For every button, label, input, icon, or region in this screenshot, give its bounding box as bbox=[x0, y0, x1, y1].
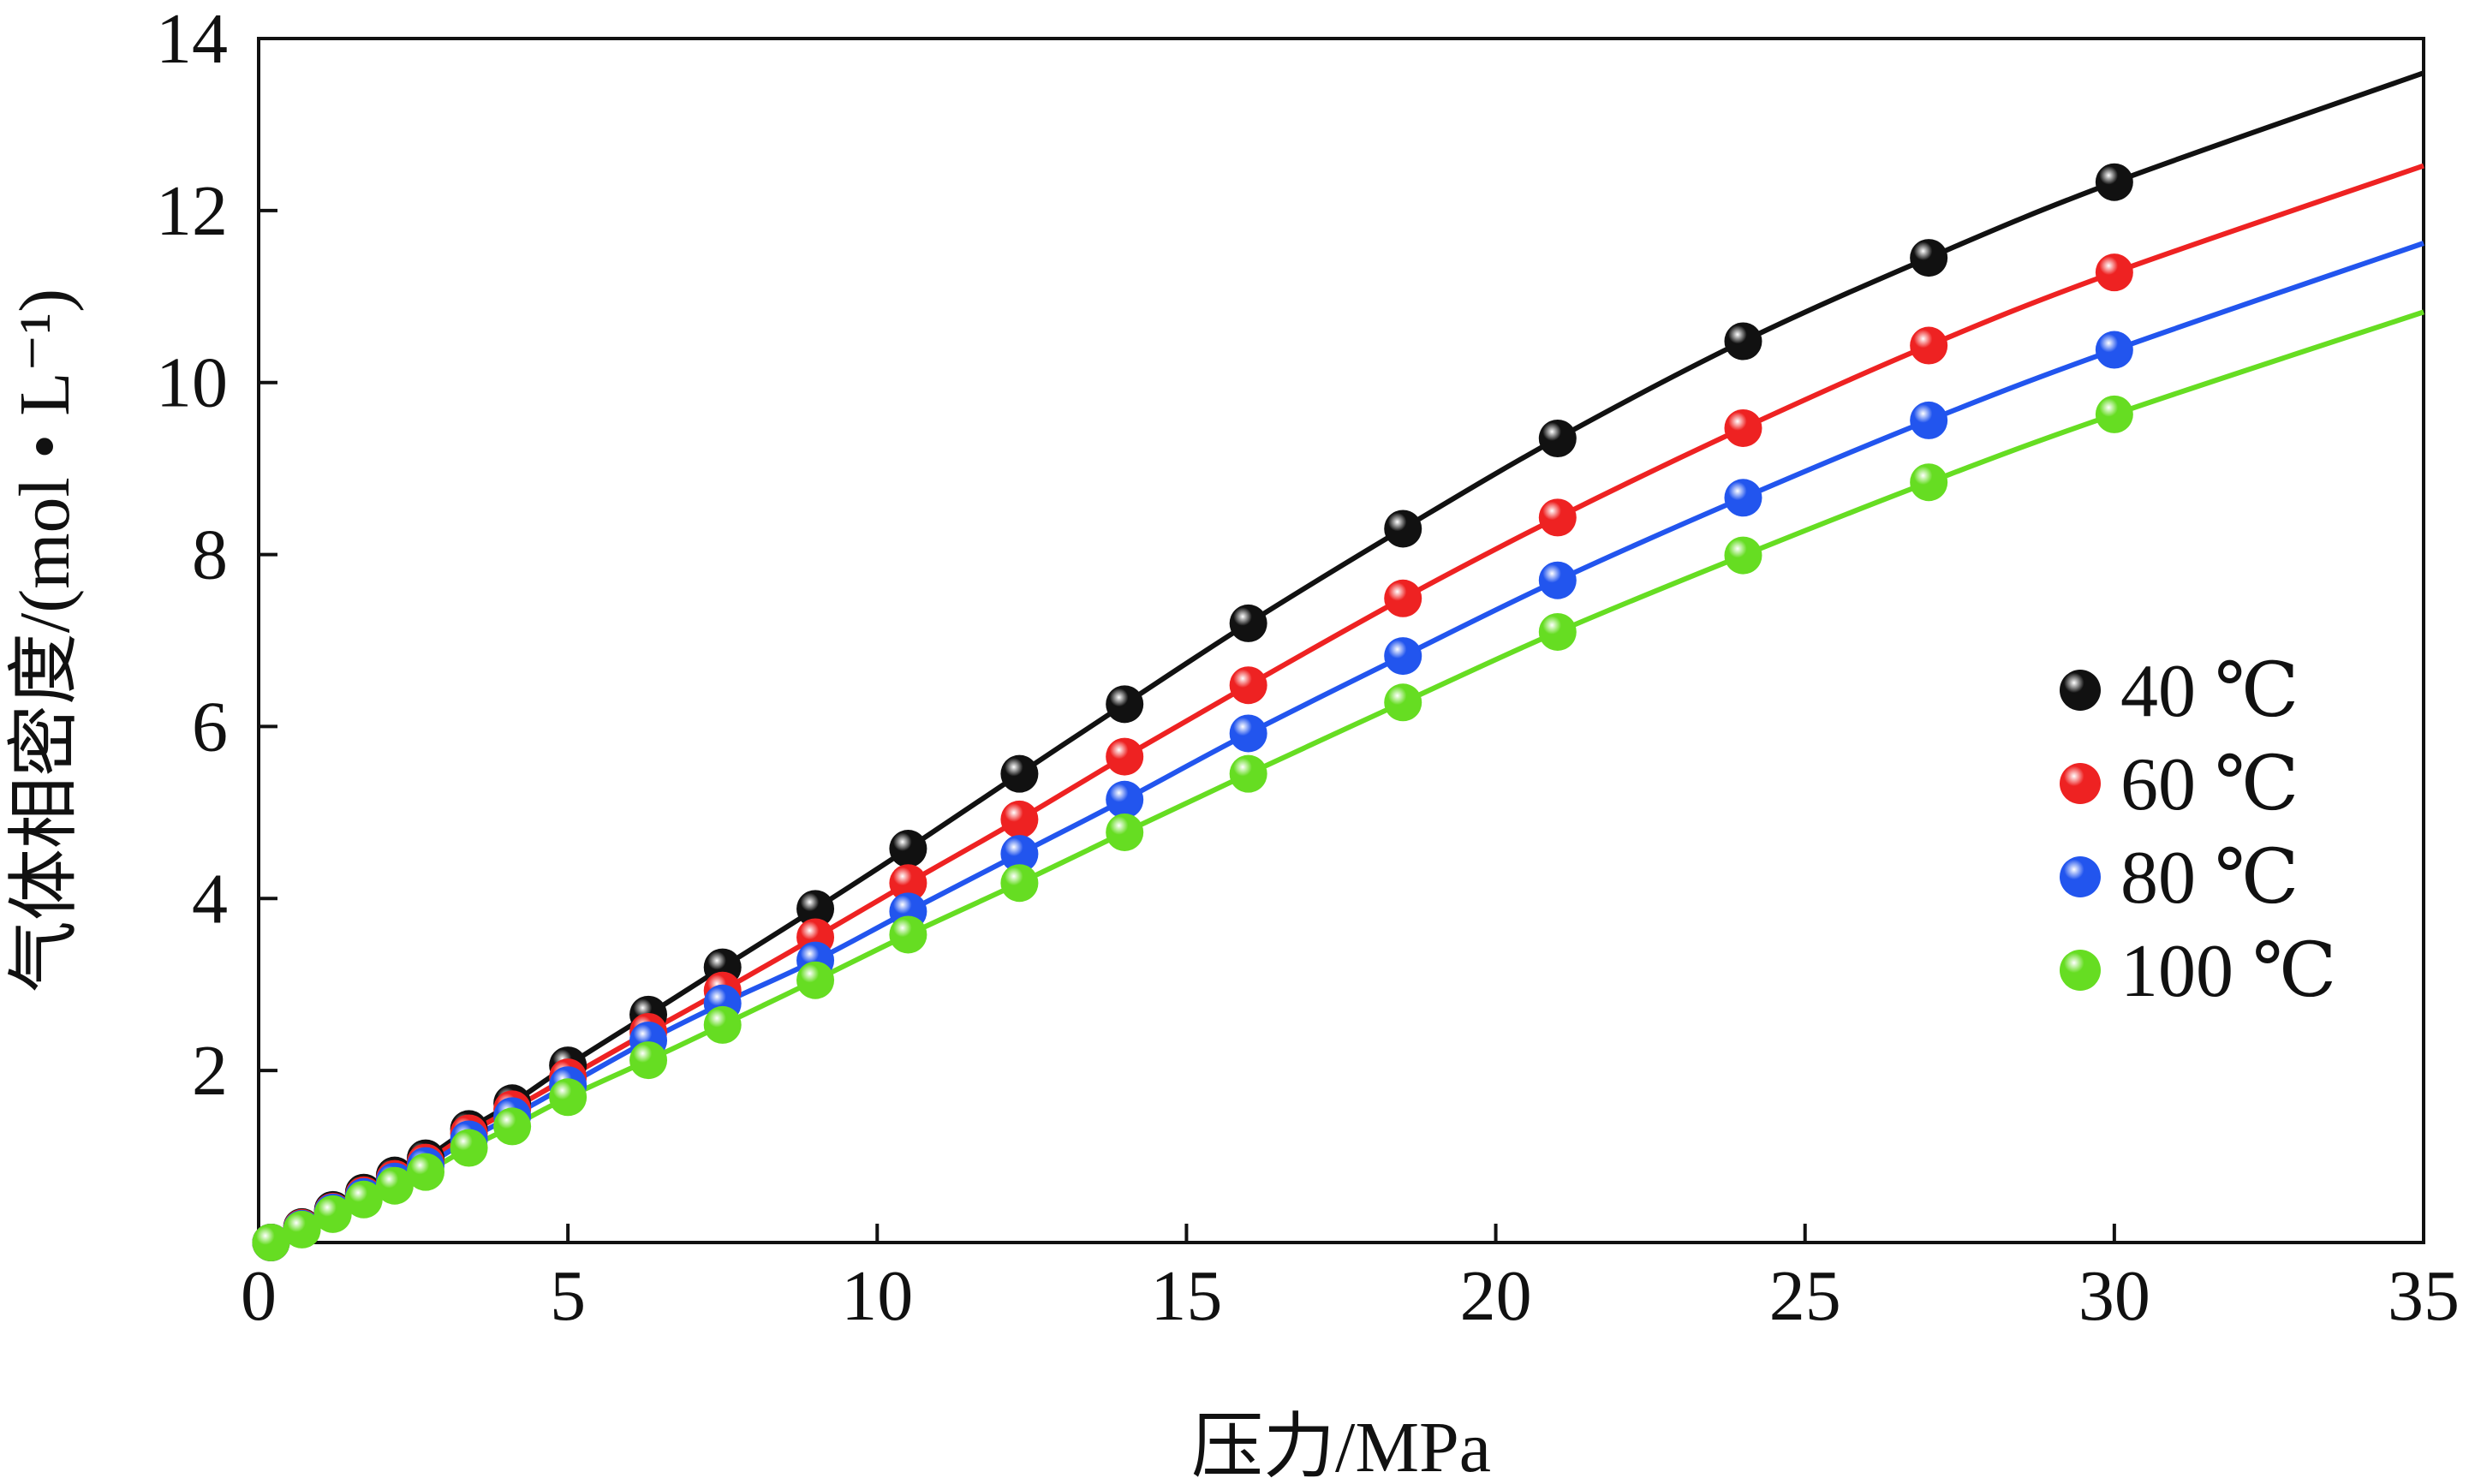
y-tick-label: 2 bbox=[192, 1031, 228, 1111]
data-point bbox=[2095, 163, 2133, 201]
x-tick-label: 35 bbox=[2388, 1256, 2460, 1336]
x-tick-label: 0 bbox=[241, 1256, 277, 1336]
y-tick-label: 8 bbox=[192, 516, 228, 595]
data-point bbox=[2095, 331, 2133, 369]
x-tick-label: 10 bbox=[841, 1256, 913, 1336]
fit-line bbox=[270, 163, 2424, 1245]
data-point bbox=[493, 1107, 532, 1146]
x-tick-label: 15 bbox=[1150, 1256, 1222, 1336]
data-point bbox=[450, 1129, 488, 1167]
plot-frame bbox=[257, 37, 2425, 1244]
y-tick-label: 10 bbox=[156, 343, 228, 423]
legend-marker bbox=[2060, 856, 2101, 897]
x-tick-label: 25 bbox=[1769, 1256, 1841, 1336]
axis-tick-labels: 0 5 10 15 20 25 30 35 2 4 6 8 10 12 14 bbox=[156, 0, 2460, 1336]
data-point bbox=[344, 1180, 383, 1219]
data-point bbox=[889, 864, 927, 903]
data-point bbox=[1229, 754, 1267, 793]
legend-label: 100 ℃ bbox=[2120, 930, 2336, 1013]
data-point bbox=[1910, 401, 1948, 439]
legend-label: 60 ℃ bbox=[2120, 743, 2299, 826]
y-tick-label: 12 bbox=[156, 171, 228, 251]
data-points bbox=[252, 163, 2133, 1261]
data-point bbox=[1106, 813, 1144, 851]
x-tick-label: 30 bbox=[2078, 1256, 2150, 1336]
data-point bbox=[1910, 326, 1948, 365]
y-axis-title: 气体相密度/(mol • L⁻¹) bbox=[5, 289, 85, 992]
data-point bbox=[796, 961, 835, 999]
data-point bbox=[2095, 395, 2133, 433]
data-point bbox=[1384, 683, 1422, 722]
data-point bbox=[1106, 685, 1144, 724]
data-point bbox=[703, 1005, 742, 1044]
data-point bbox=[1384, 579, 1422, 617]
legend: 40 ℃ 60 ℃ 80 ℃ 100 ℃ bbox=[2060, 650, 2336, 1013]
legend-marker bbox=[2060, 763, 2101, 804]
data-point bbox=[1910, 239, 1948, 277]
data-point bbox=[375, 1166, 414, 1205]
data-point bbox=[1229, 714, 1267, 753]
data-point bbox=[796, 890, 835, 928]
y-tick-label: 6 bbox=[192, 687, 228, 766]
fit-line bbox=[270, 241, 2424, 1245]
data-point bbox=[1106, 737, 1144, 776]
data-point bbox=[1538, 498, 1577, 537]
legend-label: 40 ℃ bbox=[2120, 650, 2299, 733]
fit-line bbox=[270, 70, 2424, 1245]
x-axis-title: 压力/MPa bbox=[1191, 1408, 1491, 1484]
data-point bbox=[1000, 754, 1039, 793]
data-point bbox=[2095, 253, 2133, 292]
legend-marker bbox=[2060, 670, 2101, 711]
data-point bbox=[1384, 510, 1422, 548]
data-point bbox=[1724, 536, 1762, 575]
legend-marker bbox=[2060, 950, 2101, 991]
data-point bbox=[1000, 835, 1039, 873]
data-point bbox=[1538, 419, 1577, 457]
x-tick-label: 5 bbox=[550, 1256, 586, 1336]
fit-line bbox=[270, 309, 2424, 1245]
legend-label: 80 ℃ bbox=[2120, 837, 2299, 920]
data-point bbox=[252, 1224, 290, 1261]
data-point bbox=[1724, 479, 1762, 517]
axis-ticks bbox=[259, 208, 2116, 1243]
data-point bbox=[1538, 561, 1577, 599]
data-point bbox=[1106, 780, 1144, 819]
y-tick-label: 4 bbox=[192, 859, 228, 939]
data-point bbox=[889, 830, 927, 868]
data-point bbox=[1910, 463, 1948, 502]
data-point bbox=[283, 1210, 321, 1249]
data-point bbox=[1000, 800, 1039, 838]
data-point bbox=[407, 1153, 445, 1191]
data-point bbox=[1384, 637, 1422, 676]
data-point bbox=[1229, 666, 1267, 705]
fit-lines bbox=[270, 70, 2424, 1245]
data-point bbox=[1538, 612, 1577, 651]
data-point bbox=[1000, 864, 1039, 903]
data-point bbox=[1724, 322, 1762, 361]
data-point bbox=[549, 1078, 587, 1117]
data-point bbox=[1724, 408, 1762, 447]
data-point bbox=[313, 1195, 352, 1233]
data-point bbox=[889, 915, 927, 954]
data-point bbox=[629, 1041, 668, 1080]
x-tick-label: 20 bbox=[1460, 1256, 1532, 1336]
y-tick-label: 14 bbox=[156, 0, 228, 79]
data-point bbox=[1229, 604, 1267, 642]
